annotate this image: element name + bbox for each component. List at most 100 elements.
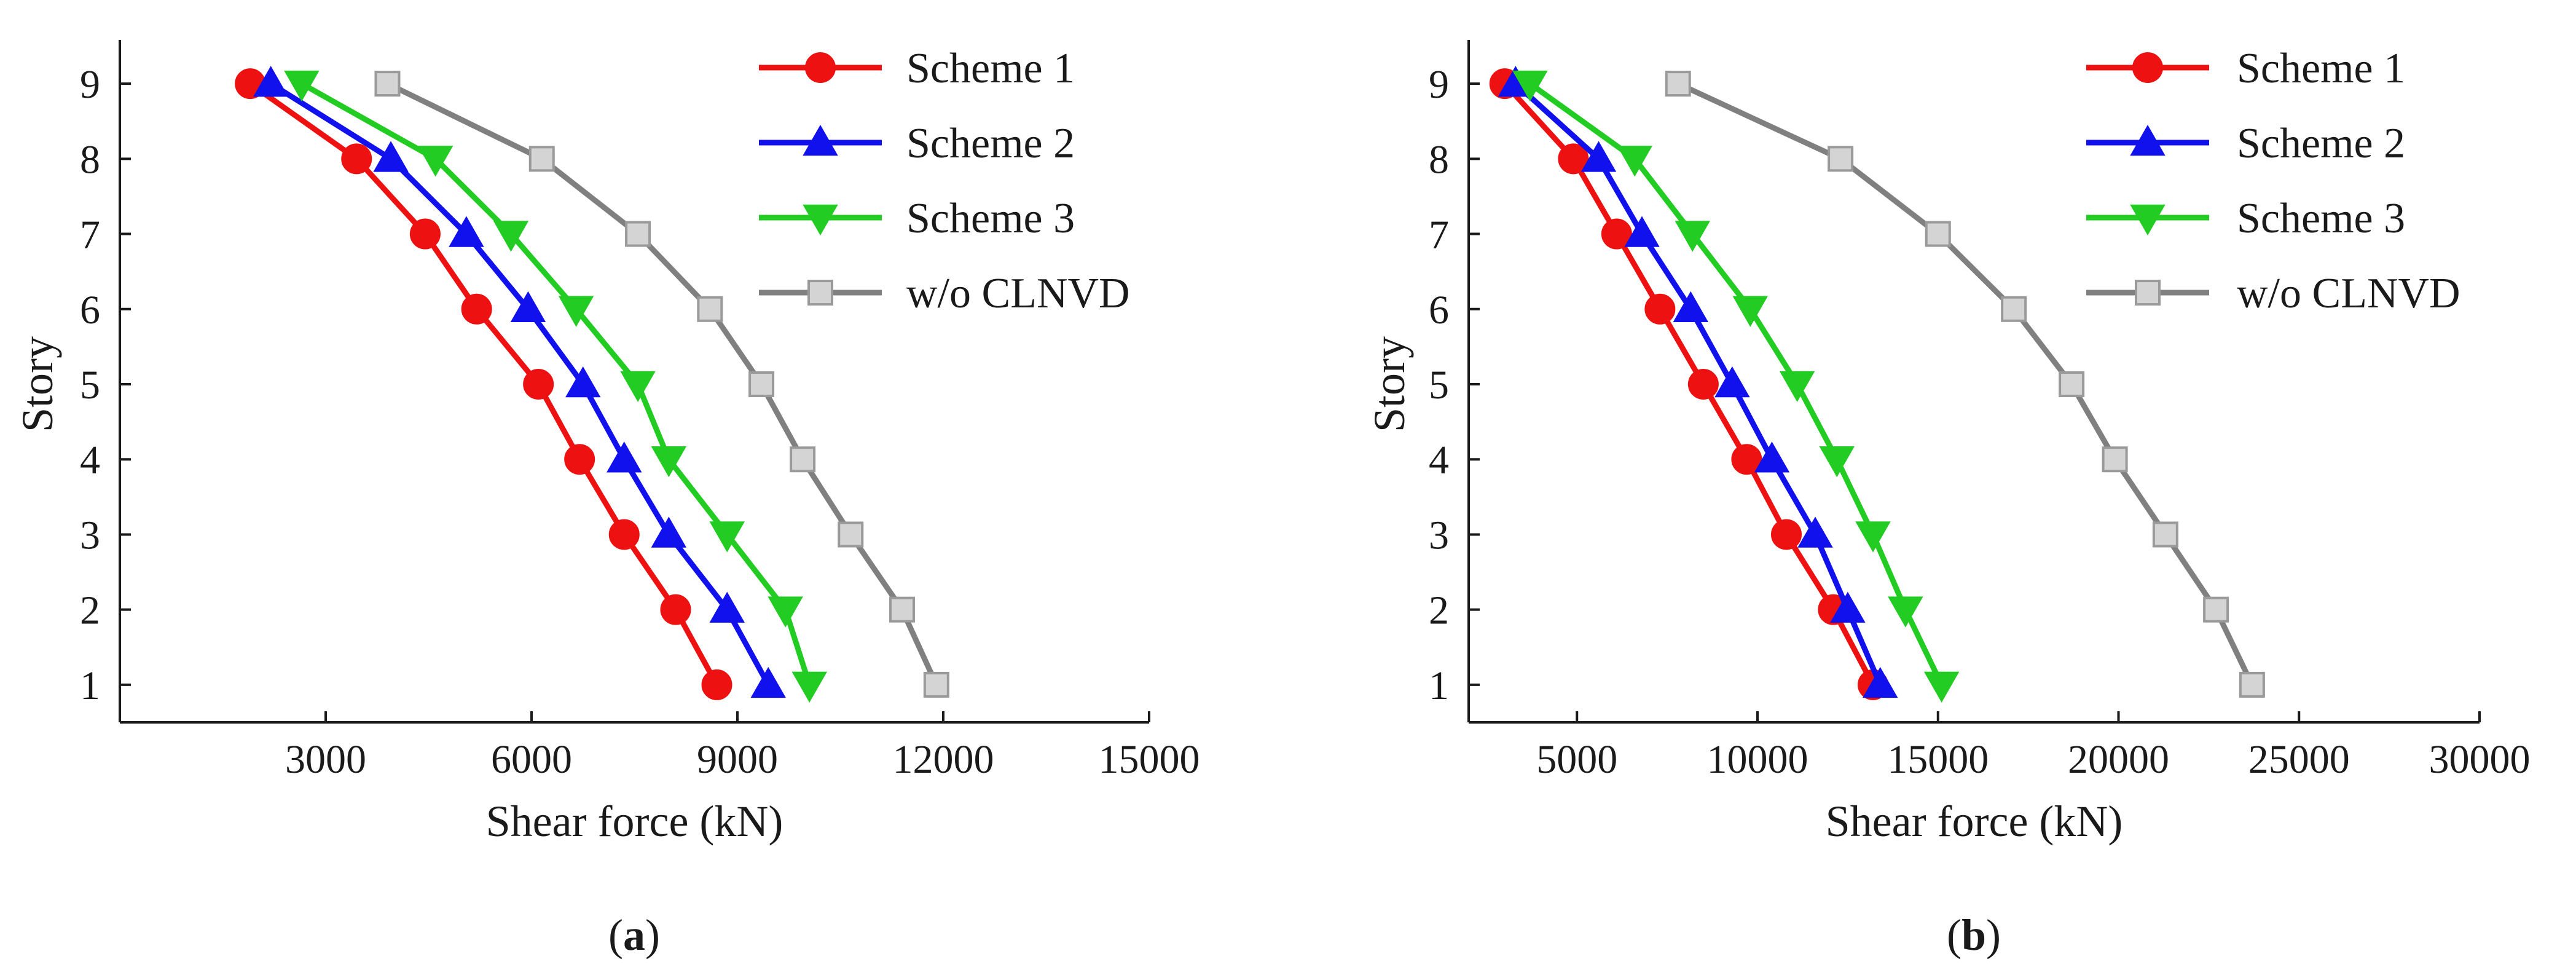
data-point (374, 71, 401, 97)
y-tick-label: 3 (1429, 513, 1449, 558)
data-point (651, 446, 687, 478)
data-point (1828, 146, 1854, 172)
chart-panel-b: 5000 10000 15000 20000 25000 30000 1 2 3 4 5 6 7 8 9 Sh… (1365, 40, 2531, 960)
y-tick-label: 4 (80, 438, 100, 483)
legend-entry: Scheme 2 (759, 120, 1075, 167)
legend-marker (2130, 124, 2166, 156)
panel-label-open: ( (1947, 910, 1961, 960)
data-point (607, 441, 642, 473)
data-point (2059, 371, 2085, 397)
series-w-o-clnvd (374, 71, 949, 698)
legend-marker (2130, 204, 2166, 236)
series-scheme-3 (284, 70, 827, 703)
data-point (1673, 291, 1709, 323)
data-point (709, 591, 745, 623)
legend-marker (2135, 280, 2161, 306)
data-point (620, 371, 656, 403)
y-axis-label: Story (1365, 336, 1414, 432)
data-point (791, 671, 827, 703)
series-line (1676, 81, 2255, 686)
y-tick-label: 1 (1429, 663, 1449, 708)
x-tick-label: 30000 (2429, 737, 2531, 782)
data-point (1771, 519, 1802, 550)
legend-marker (805, 52, 836, 83)
y-tick-label: 9 (1429, 62, 1449, 107)
data-point (373, 141, 409, 172)
legend-entry: Scheme 3 (2086, 195, 2405, 242)
data-point (417, 146, 454, 177)
data-point (1925, 221, 1951, 247)
data-point (1863, 666, 1898, 698)
legend-entry: Scheme 3 (759, 195, 1075, 242)
data-point (1855, 521, 1891, 553)
data-point (1601, 218, 1632, 250)
panel-label-close: ) (1986, 910, 2001, 960)
data-point (1923, 671, 1960, 703)
legend-entry: w/o CLNVD (759, 270, 1130, 317)
data-point (790, 446, 816, 473)
data-point (523, 369, 554, 400)
data-point (625, 221, 651, 247)
data-point (1714, 366, 1750, 398)
panel-label-open: ( (608, 910, 623, 960)
legend-label: Scheme 1 (906, 45, 1075, 92)
data-point (2203, 596, 2229, 623)
panel-label: (b) (1947, 910, 2001, 960)
series-w-o-clnvd (1665, 71, 2265, 698)
data-point (564, 444, 595, 475)
x-tick-label: 20000 (2068, 737, 2169, 782)
legend-label: Scheme 1 (2237, 45, 2405, 92)
legend-label: w/o CLNVD (906, 270, 1130, 317)
y-tick-label: 7 (1429, 213, 1449, 258)
x-tick-label: 25000 (2248, 737, 2350, 782)
data-point (651, 516, 687, 548)
y-tick-label: 5 (80, 363, 100, 408)
legend-marker (803, 124, 838, 156)
data-point (1888, 596, 1923, 628)
y-tick-label: 6 (1429, 288, 1449, 333)
data-point (750, 666, 786, 698)
y-tick-label: 3 (80, 513, 100, 558)
x-tick-label: 3000 (285, 737, 366, 782)
data-point (709, 521, 745, 553)
chart-panel-a: 3000 6000 9000 12000 15000 1 2 3 4 5 6 7 8 9 Shear for… (13, 40, 1200, 960)
data-point (2152, 521, 2178, 548)
legend-label: Scheme 3 (906, 195, 1075, 242)
y-tick-label: 5 (1429, 363, 1449, 408)
data-point (284, 70, 320, 102)
legend-label: Scheme 2 (2237, 120, 2405, 167)
series-scheme-3 (1512, 70, 1960, 703)
data-point (2239, 671, 2265, 698)
y-axis-label: Story (13, 336, 62, 432)
x-tick-label: 6000 (491, 737, 572, 782)
data-point (923, 671, 949, 698)
x-tick-label: 10000 (1707, 737, 1808, 782)
data-point (558, 296, 594, 327)
data-point (253, 66, 289, 97)
data-point (528, 146, 555, 172)
legend-entry: Scheme 1 (759, 45, 1075, 92)
legend-entry: Scheme 2 (2086, 120, 2405, 167)
x-tick-label: 12000 (893, 737, 994, 782)
data-point (510, 291, 546, 323)
y-tick-label: 9 (80, 62, 100, 107)
data-point (1512, 70, 1548, 102)
data-point (1779, 371, 1815, 403)
legend-marker (2132, 52, 2163, 83)
y-tick-label: 2 (80, 588, 100, 633)
data-point (565, 366, 601, 398)
data-point (1617, 146, 1652, 177)
legend-entry: Scheme 1 (2086, 45, 2405, 92)
x-tick-label: 9000 (697, 737, 778, 782)
x-axis-label: Shear force (kN) (1826, 797, 2123, 846)
x-axis-label: Shear force (kN) (486, 797, 783, 846)
series-line (386, 81, 939, 686)
y-tick-label: 8 (1429, 137, 1449, 182)
data-point (697, 296, 723, 322)
data-point (1558, 143, 1589, 175)
data-point (1675, 221, 1710, 252)
data-point (1624, 216, 1660, 247)
legend-label: w/o CLNVD (2237, 270, 2460, 317)
data-point (701, 669, 732, 700)
series-scheme-2 (253, 66, 786, 698)
